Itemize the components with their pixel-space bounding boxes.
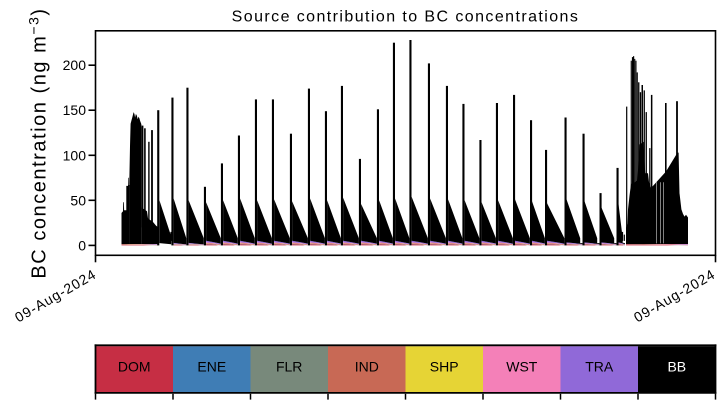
svg-text:WST: WST	[506, 358, 538, 374]
svg-text:IND: IND	[355, 358, 379, 374]
svg-text:ENE: ENE	[197, 358, 226, 374]
svg-text:50: 50	[70, 192, 86, 208]
svg-text:09-Aug-2024: 09-Aug-2024	[631, 266, 718, 326]
svg-text:200: 200	[63, 57, 87, 73]
svg-text:FLR: FLR	[276, 358, 302, 374]
svg-text:Source contribution to BC conc: Source contribution to BC concentrations	[232, 9, 580, 26]
svg-text:100: 100	[63, 147, 87, 163]
svg-text:TRA: TRA	[585, 358, 614, 374]
svg-text:DOM: DOM	[118, 358, 151, 374]
svg-text:BC concentration (ng m−3): BC concentration (ng m−3)	[26, 7, 51, 278]
svg-text:0: 0	[78, 237, 86, 253]
svg-text:BB: BB	[667, 358, 686, 374]
svg-text:SHP: SHP	[430, 358, 459, 374]
svg-text:150: 150	[63, 102, 87, 118]
svg-text:09-Aug-2024: 09-Aug-2024	[12, 266, 99, 326]
